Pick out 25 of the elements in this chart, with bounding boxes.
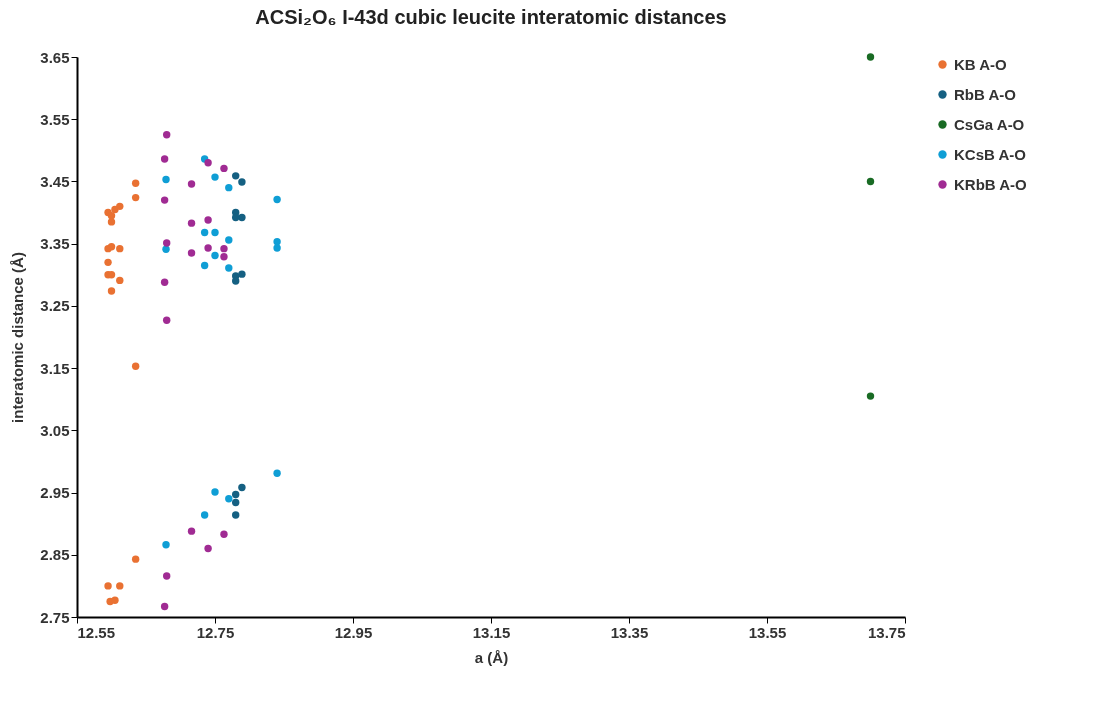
y-tick-label: 3.05 (40, 421, 70, 439)
chart-title: ACSi₂O₆ I-43d cubic leucite interatomic distances (255, 6, 727, 28)
y-tick-label: 3.45 (40, 172, 70, 190)
y-tick-label: 3.35 (40, 235, 70, 253)
x-tick-label: 13.35 (610, 623, 649, 641)
y-tick-label: 3.15 (40, 359, 70, 377)
x-tick-label: 13.15 (472, 623, 511, 641)
legend-label: KCsB A-O (954, 145, 1027, 163)
legend-label: KB A-O (954, 55, 1008, 73)
x-tick-label: 12.55 (77, 623, 116, 641)
y-tick-label: 3.55 (40, 110, 70, 128)
y-tick-label: 3.65 (40, 48, 70, 66)
y-axis-title: interatomic distance (Å) (9, 252, 27, 423)
legend-label: CsGa A-O (954, 115, 1025, 133)
legend-label: RbB A-O (954, 85, 1017, 103)
y-tick-label: 2.95 (40, 484, 70, 502)
x-axis-title: a (Å) (474, 648, 509, 666)
y-tick-label: 3.25 (40, 297, 70, 315)
y-tick-label: 2.85 (40, 546, 70, 564)
y-tick-label: 2.75 (40, 608, 70, 626)
x-tick-label: 13.55 (748, 623, 787, 641)
x-tick-label: 13.75 (867, 623, 906, 641)
x-tick-label: 12.75 (196, 623, 235, 641)
legend-label: KRbB A-O (954, 175, 1028, 193)
x-tick-label: 12.95 (334, 623, 373, 641)
